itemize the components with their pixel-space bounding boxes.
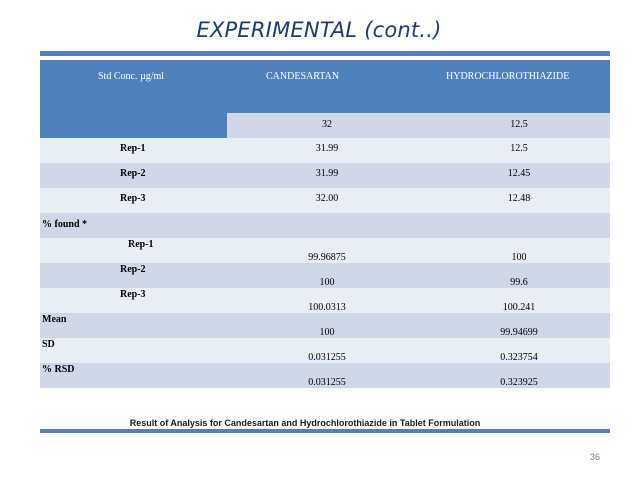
- header-std-conc: Std Conc. µg/ml: [98, 71, 165, 82]
- std-candesartan: 32: [322, 119, 332, 130]
- found-candesartan: 100.0313: [308, 302, 346, 313]
- stat-candesartan: 100: [319, 327, 335, 338]
- header-candesartan: CANDESARTAN: [266, 71, 340, 82]
- stat-candesartan: 0.031255: [308, 377, 346, 388]
- header-hydrochlorothiazide: HYDROCHLOROTHIAZIDE: [446, 71, 570, 82]
- percent-found-label: % found *: [42, 219, 88, 230]
- page-number: 36: [589, 452, 600, 462]
- stat-hydrochlorothiazide: 0.323925: [500, 377, 538, 388]
- std-conc-row: 32 12.5: [40, 113, 610, 138]
- stat-label: Mean: [42, 314, 67, 325]
- caption-underline-bar: [40, 429, 610, 433]
- found-hydrochlorothiazide: 99.6: [510, 277, 528, 288]
- found-rep-label: Rep-1: [128, 239, 154, 250]
- rep-hydrochlorothiazide: 12.5: [510, 143, 528, 154]
- table-row-found-rep-1: Rep-1 99.96875 100: [40, 238, 610, 263]
- rep-hydrochlorothiazide: 12.48: [507, 193, 531, 204]
- rep-hydrochlorothiazide: 12.45: [507, 168, 531, 179]
- std-conc-cells: [227, 113, 610, 138]
- table-row-rep-3: Rep-3 32.00 12.48: [40, 188, 610, 213]
- rep-candesartan: 32.00: [315, 193, 339, 204]
- table-row-rep-2: Rep-2 31.99 12.45: [40, 163, 610, 188]
- found-hydrochlorothiazide: 100.241: [502, 302, 536, 313]
- rep-label: Rep-2: [120, 168, 146, 179]
- table-row-found-rep-3: Rep-3 100.0313 100.241: [40, 288, 610, 313]
- stat-hydrochlorothiazide: 0.323754: [500, 352, 538, 363]
- title-underline-bar: [40, 51, 610, 56]
- table-caption: Result of Analysis for Candesartan and H…: [129, 418, 481, 428]
- stat-label: % RSD: [42, 364, 75, 375]
- table-header-row: Std Conc. µg/ml CANDESARTAN HYDROCHLOROT…: [40, 60, 610, 113]
- found-hydrochlorothiazide: 100: [511, 252, 527, 263]
- rep-label: Rep-3: [120, 193, 146, 204]
- table-row-sd: SD 0.031255 0.323754: [40, 338, 610, 363]
- found-candesartan: 99.96875: [308, 252, 346, 263]
- rep-candesartan: 31.99: [315, 143, 339, 154]
- stat-label: SD: [42, 339, 55, 350]
- table-row-rsd: % RSD 0.031255 0.323925: [40, 363, 610, 388]
- table-row-rep-1: Rep-1 31.99 12.5: [40, 138, 610, 163]
- found-rep-label: Rep-3: [120, 289, 146, 300]
- stat-candesartan: 0.031255: [308, 352, 346, 363]
- rep-candesartan: 31.99: [315, 168, 339, 179]
- stat-hydrochlorothiazide: 99.94699: [500, 327, 538, 338]
- found-rep-label: Rep-2: [120, 264, 146, 275]
- std-hydrochlorothiazide: 12.5: [510, 119, 528, 130]
- rep-label: Rep-1: [120, 143, 146, 154]
- table-row-percent-found: % found *: [40, 213, 610, 238]
- found-candesartan: 100: [319, 277, 335, 288]
- slide-title: EXPERIMENTAL (cont..): [196, 18, 442, 42]
- table-row-mean: Mean 100 99.94699: [40, 313, 610, 338]
- table-row-found-rep-2: Rep-2 100 99.6: [40, 263, 610, 288]
- results-table: Std Conc. µg/ml CANDESARTAN HYDROCHLOROT…: [40, 60, 610, 388]
